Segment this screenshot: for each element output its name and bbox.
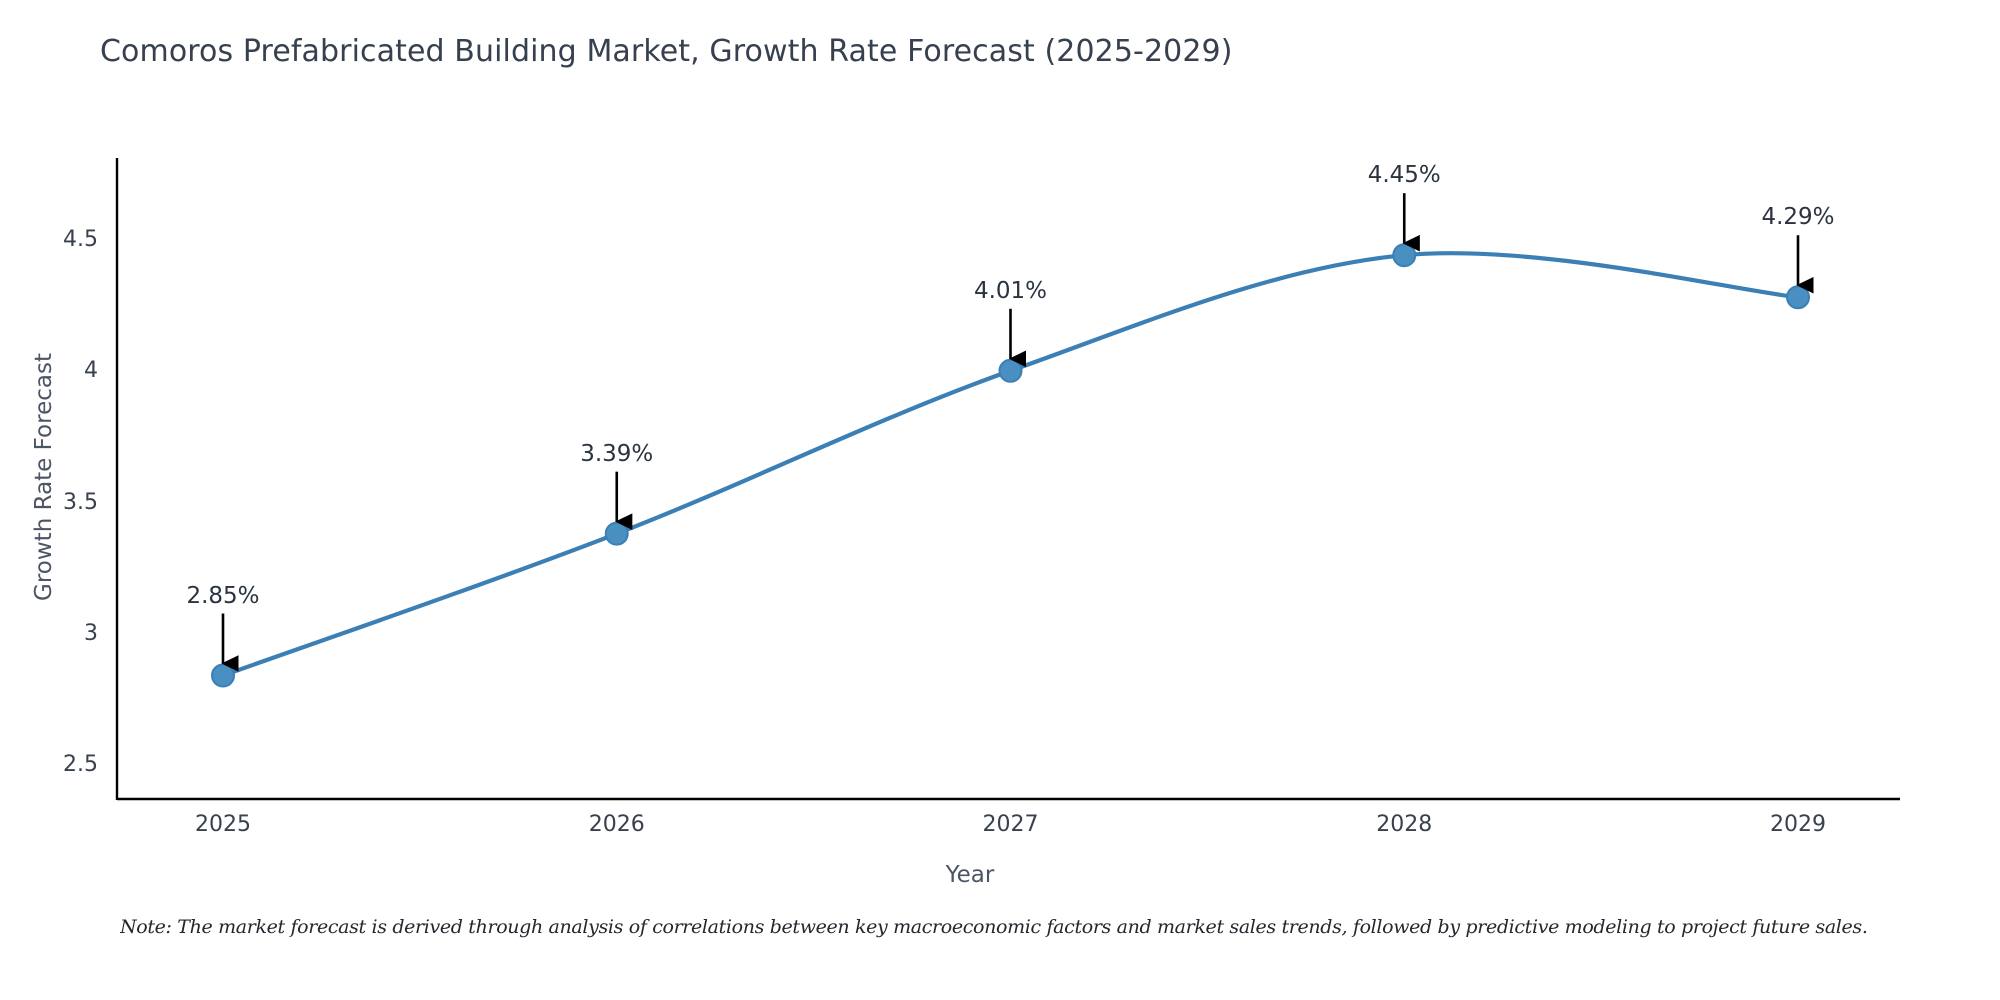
data-point-marker[interactable] (604, 521, 629, 546)
data-value-label: 4.29% (1761, 204, 1835, 231)
data-point-marker[interactable] (1786, 285, 1810, 310)
annotation-arrows (221, 193, 1814, 672)
y-axis-tick-label: 4 (84, 358, 98, 384)
y-axis-tick-label: 2.5 (63, 752, 98, 778)
x-axis-title: Year (945, 862, 995, 888)
data-point-marker[interactable] (211, 663, 235, 688)
x-axis-tick-label: 2026 (588, 812, 645, 837)
x-axis-tick-label: 2027 (982, 812, 1039, 837)
data-value-label: 4.01% (973, 277, 1048, 304)
axis-lines (115, 158, 1900, 801)
x-axis-tick-label: 2025 (195, 812, 251, 837)
data-value-label: 4.45% (1367, 162, 1441, 189)
chart-title: Comoros Prefabricated Building Market, G… (100, 34, 1233, 69)
x-axis-tick-label: 2029 (1770, 812, 1826, 837)
y-axis-tick-label: 4.5 (63, 227, 98, 253)
x-axis-tick-label: 2028 (1376, 812, 1433, 837)
y-axis-tick-label: 3.5 (63, 489, 98, 515)
data-point-marker[interactable] (1392, 243, 1417, 268)
data-value-label: 2.85% (186, 582, 260, 609)
footnote: Note: The market forecast is derived thr… (120, 916, 1868, 938)
y-axis-tick-label: 3 (84, 621, 98, 647)
data-value-label: 3.39% (580, 440, 654, 467)
data-point-marker[interactable] (998, 358, 1023, 383)
